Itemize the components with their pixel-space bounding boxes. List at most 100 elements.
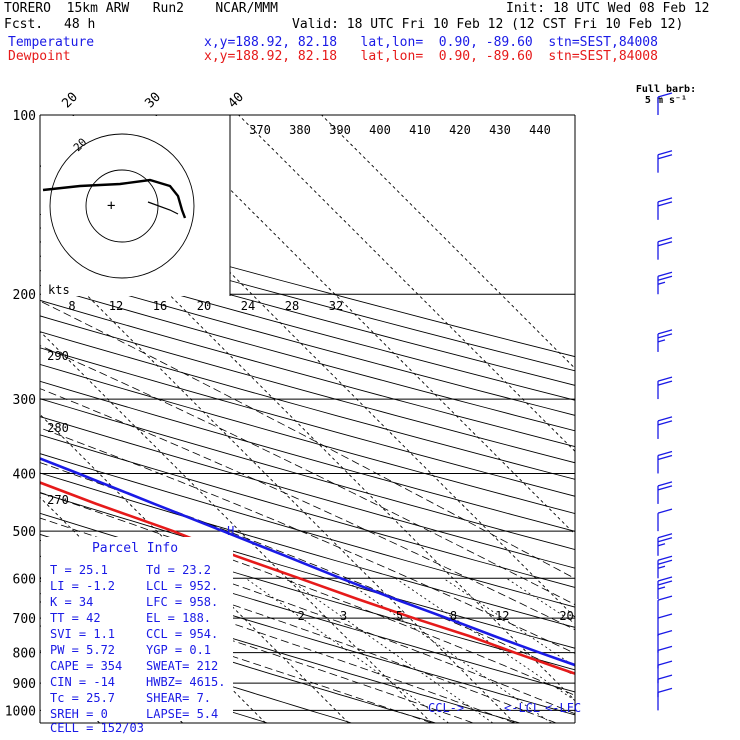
forecast-label: Fcst. <box>4 17 44 32</box>
pressure-tick-label: 500 <box>13 525 36 540</box>
h-marker: H <box>227 524 234 538</box>
dry-adiabat-line <box>40 578 521 723</box>
theta-label: 380 <box>289 123 311 137</box>
wind-barb <box>657 508 673 532</box>
hodograph-trace <box>42 178 187 219</box>
dry-adiabat-line <box>40 416 575 569</box>
parcel-info-left-value: CIN = -14 <box>50 675 115 689</box>
mixing-ratio-line <box>443 577 575 668</box>
parcel-info-right-value: LCL = 952. <box>146 579 218 593</box>
mixing-ratio-line <box>287 577 494 723</box>
wind-barb <box>657 237 673 260</box>
barb-legend-title: Full barb: <box>636 84 696 95</box>
parcel-info-right-value: LAPSE= 5.4 <box>146 707 218 721</box>
dry-adiabat-line <box>40 284 575 432</box>
parcel-info-right-value: CCL = 954. <box>146 627 218 641</box>
pressure-tick-label: 1000 <box>5 704 36 719</box>
pressure-tick-label: 900 <box>13 677 36 692</box>
parcel-info-left-value: Tc = 25.7 <box>50 691 115 705</box>
mixing-ratio-label: 24 <box>241 299 255 313</box>
wind-barb <box>657 450 673 474</box>
pressure-tick-label: 700 <box>13 612 36 627</box>
moist-adiabat-line <box>40 491 575 696</box>
mixing-ratio-label: 12 <box>109 299 123 313</box>
theta-label: 280 <box>47 421 69 435</box>
isotherm-line <box>321 115 575 370</box>
theta-label: 290 <box>47 349 69 363</box>
parcel-info-right-value: EL = 188. <box>146 611 211 625</box>
mixing-ratio-line <box>342 577 552 723</box>
wind-barb <box>657 630 673 653</box>
wind-barb <box>657 645 673 669</box>
parcel-info-left-value: TT = 42 <box>50 611 101 625</box>
theta-label: 440 <box>529 123 551 137</box>
dry-adiabat-line <box>40 241 575 386</box>
parcel-info-right-value: YGP = 0.1 <box>146 643 211 657</box>
parcel-info-box: Parcel Info T = 25.1 Td = 23.2 LI = -1.2 LCL… <box>41 537 233 735</box>
wind-barb <box>657 533 673 556</box>
theta-label: 370 <box>249 123 271 137</box>
pressure-tick-label: 400 <box>13 467 36 482</box>
dry-adiabat-line <box>40 315 575 464</box>
isotherm-line <box>0 115 17 723</box>
wind-barb <box>657 576 673 599</box>
mixing-ratio-label: 32 <box>329 299 343 313</box>
moist-adiabat-line <box>40 388 575 631</box>
parcel-info-right-value: SHEAR= 7. <box>146 691 211 705</box>
hodograph-trace-lower <box>147 201 179 215</box>
wind-barb <box>657 481 673 504</box>
theta-label: 410 <box>409 123 431 137</box>
wind-barb <box>657 92 673 115</box>
mixing-ratio-label: 8 <box>68 299 75 313</box>
temperature-curve <box>40 457 575 667</box>
parcel-info-background <box>41 537 233 721</box>
parcel-info-cell: CELL = 152/03 <box>50 721 144 735</box>
ccl-marker: CCL-> <box>428 701 464 715</box>
init-time: Init: 18 UTC Wed 08 Feb 12 <box>506 1 710 16</box>
dry-adiabat-line <box>40 255 575 401</box>
dry-adiabat-line <box>40 227 575 372</box>
parcel-info-left-value: SVI = 1.1 <box>50 627 115 641</box>
hodograph-origin: + <box>107 198 115 214</box>
parcel-info-left-value: PW = 5.72 <box>50 643 115 657</box>
theta-label: 430 <box>489 123 511 137</box>
wind-barb <box>657 329 673 352</box>
wind-barb <box>657 674 673 698</box>
barb-legend-units: 5 m s⁻¹ <box>645 95 687 106</box>
parcel-info-left-value: LI = -1.2 <box>50 579 115 593</box>
moist-adiabat-line <box>40 517 575 715</box>
dry-adiabat-line <box>40 601 436 723</box>
pressure-tick-label: 300 <box>13 393 36 408</box>
hodograph-background <box>41 116 230 296</box>
pressure-tick-label: 800 <box>13 647 36 662</box>
moist-adiabat-line <box>40 345 575 606</box>
wind-barb <box>657 687 673 711</box>
parcel-info-left-value: CAPE = 354 <box>50 659 122 673</box>
wind-barb <box>657 613 673 636</box>
temperature-tick-label: 40 <box>225 90 247 112</box>
dry-adiabat-line <box>40 299 575 448</box>
wind-barb <box>657 416 673 439</box>
theta-label: 400 <box>369 123 391 137</box>
valid-time: Valid: 18 UTC Fri 10 Feb 12 (12 CST Fri … <box>292 17 684 32</box>
model-title: TORERO 15km ARW Run2 NCAR/MMM <box>4 1 278 16</box>
wind-barb <box>657 595 673 619</box>
parcel-info-left-value: SREH = 0 <box>50 707 108 721</box>
lcl-marker: <-LCL <box>504 701 540 715</box>
dry-adiabat-line <box>40 492 575 649</box>
mixing-ratio-label: 16 <box>153 299 167 313</box>
mixing-ratio-label: 5 <box>396 609 403 623</box>
wind-barb <box>657 271 673 295</box>
pressure-tick-label: 600 <box>13 572 36 587</box>
pressure-tick-label: 200 <box>13 288 36 303</box>
isotherm-line <box>155 115 575 536</box>
temperature-label: Temperature <box>8 35 95 50</box>
theta-label: 270 <box>47 493 69 507</box>
parcel-info-right-value: HWBZ= 4615. <box>146 675 225 689</box>
wind-barb <box>657 555 673 579</box>
parcel-info-right-value: SWEAT= 212 <box>146 659 218 673</box>
parcel-info-left-value: T = 25.1 <box>50 563 108 577</box>
mixing-ratio-label: 2 <box>298 609 305 623</box>
wind-barb <box>657 150 673 173</box>
